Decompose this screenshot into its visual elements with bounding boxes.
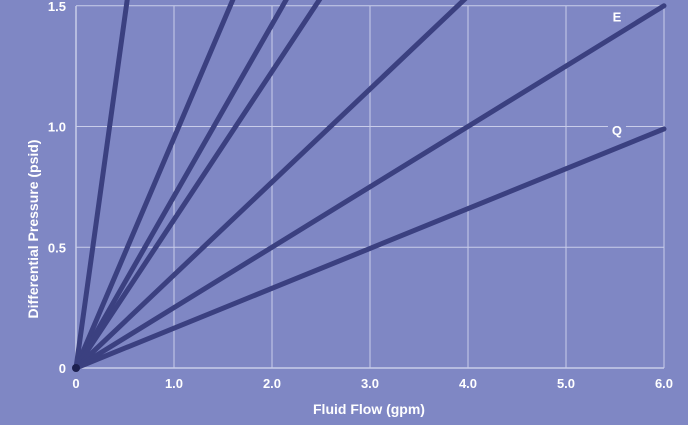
series-line	[73, 0, 468, 371]
series-label-bg	[607, 8, 626, 25]
series-label-bg	[607, 122, 626, 139]
series-line	[73, 0, 289, 371]
y-tick-label: 0	[59, 361, 66, 376]
axes: 01.02.03.04.05.06.000.51.01.52.02.5	[48, 0, 673, 391]
y-axis-label: Differential Pressure (psid)	[25, 140, 41, 319]
x-tick-label: 3.0	[361, 376, 379, 391]
x-tick-label: 2.0	[263, 376, 281, 391]
series-label: E	[613, 10, 622, 25]
y-tick-label: 1.0	[48, 120, 66, 135]
x-tick-label: 4.0	[459, 376, 477, 391]
series-labels: Z13-020Z13-030Z11-070Z11-120CEQ	[607, 8, 626, 139]
x-axis-label: Fluid Flow (gpm)	[313, 401, 425, 417]
series-line	[73, 0, 130, 371]
series-line	[73, 0, 323, 371]
series-line	[73, 3, 667, 371]
origin-point	[72, 364, 80, 372]
series-lines	[72, 0, 667, 372]
y-tick-label: 0.5	[48, 240, 66, 255]
series-line	[73, 0, 236, 371]
x-tick-label: 6.0	[655, 376, 673, 391]
y-tick-label: 1.5	[48, 0, 66, 14]
series-label: Q	[612, 123, 622, 138]
x-tick-label: 5.0	[557, 376, 575, 391]
x-tick-label: 0	[72, 376, 79, 391]
x-tick-label: 1.0	[165, 376, 183, 391]
series-line	[73, 126, 667, 371]
